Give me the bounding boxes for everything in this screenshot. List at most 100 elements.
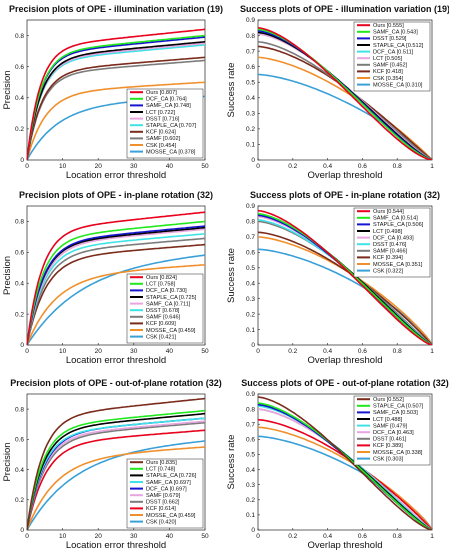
x-tick-label: 0.2: [288, 163, 297, 170]
y-axis-label: Success rate: [226, 435, 237, 490]
legend: Ours [0.835]LCT [0.748]STAPLE_CA [0.726]…: [126, 458, 204, 529]
legend-entry: DCF_CA [0.463]: [373, 430, 414, 436]
legend-entry: MOSSE_CA [0.378]: [146, 149, 196, 155]
precision-plot: Precision plots of OPE - in-plane rotati…: [2, 190, 213, 366]
y-tick-label: 0.6: [246, 64, 255, 71]
x-tick-label: 0.4: [323, 163, 332, 170]
series-line: [27, 421, 205, 530]
chart-title: Success plots of OPE - illumination vari…: [240, 4, 449, 14]
legend-entry: Ours [0.835]: [146, 460, 177, 466]
y-tick-label: 0.8: [246, 406, 255, 413]
y-tick-label: 0.7: [246, 234, 255, 241]
series-line: [27, 42, 205, 160]
x-axis-label: Location error threshold: [66, 355, 166, 366]
y-axis-label: Success rate: [226, 63, 237, 118]
y-tick-label: 0.4: [15, 280, 24, 287]
series-line: [258, 27, 432, 160]
x-tick-label: 20: [95, 533, 103, 540]
legend-entry: KCF [0.394]: [373, 255, 403, 261]
series-line: [258, 212, 432, 345]
plot-frame: [26, 393, 206, 531]
x-tick-label: 20: [95, 163, 103, 170]
x-tick-label: 40: [166, 348, 174, 355]
x-axis-label: Overlap threshold: [308, 540, 383, 550]
y-tick-label: 0: [251, 527, 255, 534]
y-tick-label: 0.1: [246, 142, 255, 149]
x-tick-label: 0: [256, 348, 260, 355]
y-tick-label: 0.2: [15, 311, 24, 318]
x-tick-label: 30: [130, 163, 138, 170]
legend-entry: SAMF_CA [0.697]: [146, 480, 191, 486]
y-tick-label: 0.6: [15, 64, 24, 71]
x-tick-label: 10: [59, 533, 67, 540]
legend-entry: SAMF_CA [0.503]: [373, 410, 418, 416]
legend-entry: SAMF [0.452]: [373, 63, 408, 69]
legend-entry: SAMF [0.679]: [146, 493, 181, 499]
x-axis-label: Location error threshold: [66, 170, 166, 181]
success-plot: Success plots of OPE - in-plane rotation…: [226, 190, 440, 366]
series-line: [27, 226, 205, 345]
series-line: [27, 44, 205, 160]
legend-entry: DCF_CA [0.764]: [146, 97, 187, 103]
series-line: [27, 237, 205, 345]
legend-box: [353, 395, 431, 466]
x-tick-label: 0: [25, 533, 29, 540]
legend-entry: LCT [0.758]: [146, 282, 176, 288]
series-line: [27, 243, 205, 345]
legend-entry: Ours [0.555]: [373, 23, 404, 29]
legend-entry: Ours [0.544]: [373, 209, 404, 215]
x-tick-label: 0.6: [358, 348, 367, 355]
series-line: [27, 34, 205, 160]
series-lines: [27, 211, 205, 345]
x-axis-label: Overlap threshold: [308, 170, 383, 181]
plot-frame: [26, 205, 206, 346]
y-axis-label: Success rate: [226, 248, 237, 303]
legend-entry: CSK [0.454]: [146, 143, 177, 149]
series-line: [27, 440, 205, 530]
y-tick-label: 0.2: [246, 126, 255, 133]
series-line: [27, 446, 205, 530]
series-line: [27, 264, 205, 345]
y-tick-label: 0.1: [246, 512, 255, 519]
legend-box: [126, 88, 204, 159]
chart-title: Precision plots of OPE - in-plane rotati…: [19, 190, 213, 200]
series-lines: [258, 27, 432, 160]
success-plot: Success plots of OPE - out-of-plane rota…: [226, 378, 449, 550]
x-tick-label: 50: [201, 348, 209, 355]
series-line: [27, 220, 205, 345]
series-line: [27, 417, 205, 530]
y-tick-label: 0.5: [246, 79, 255, 86]
x-tick-label: 50: [201, 533, 209, 540]
y-tick-label: 0.8: [246, 33, 255, 40]
legend-entry: CSK [0.354]: [373, 76, 404, 82]
y-tick-label: 0.6: [246, 250, 255, 257]
legend-entry: MOSSE_CA [0.338]: [373, 450, 423, 456]
x-tick-label: 0: [25, 163, 29, 170]
legend-entry: STAPLE_CA [0.726]: [146, 473, 197, 479]
series-line: [27, 81, 205, 160]
x-tick-label: 0: [256, 533, 260, 540]
x-tick-label: 0.2: [288, 533, 297, 540]
legend-entry: MOSSE_CA [0.459]: [146, 513, 196, 519]
y-tick-label: 0.4: [246, 280, 255, 287]
legend-entry: Ours [0.807]: [146, 90, 177, 96]
series-line: [27, 397, 205, 530]
y-tick-label: 0: [20, 157, 24, 164]
legend-entry: Ours [0.552]: [373, 397, 404, 403]
precision-plot: Precision plots of OPE - illumination va…: [2, 4, 223, 181]
x-tick-label: 10: [59, 163, 67, 170]
x-tick-label: 0.4: [323, 348, 332, 355]
legend-entry: KCF [0.389]: [373, 443, 403, 449]
legend-entry: MOSSE_CA [0.310]: [373, 82, 423, 88]
y-tick-label: 0.8: [15, 406, 24, 413]
legend-entry: STAPLE_CA [0.725]: [146, 295, 197, 301]
legend-entry: DSST [0.461]: [373, 437, 407, 443]
legend-entry: STAPLE_CA [0.707]: [146, 123, 197, 129]
legend-entry: MOSSE_CA [0.351]: [373, 262, 423, 268]
legend-entry: LCT [0.722]: [146, 110, 176, 116]
legend-entry: DSST [0.529]: [373, 36, 407, 42]
chart-title: Precision plots of OPE - out-of-plane ro…: [10, 378, 222, 388]
x-tick-label: 40: [166, 163, 174, 170]
y-tick-label: 0.7: [246, 421, 255, 428]
